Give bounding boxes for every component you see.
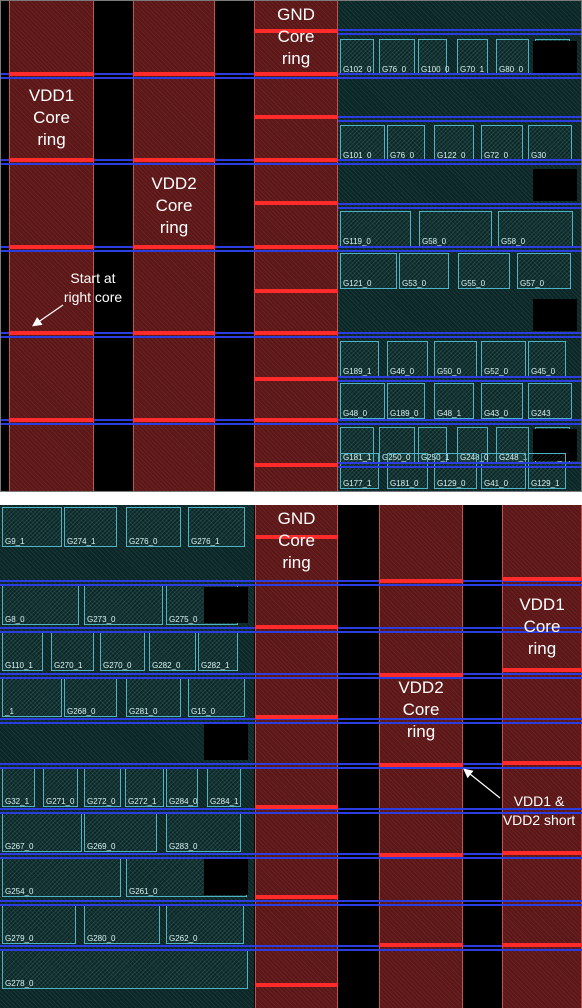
bottom-layout-panel: G9_1 G274_1 G276_0 G276_1 G8_0 G273_0 G275_0 G1… — [0, 505, 582, 1008]
start-arrow-icon — [1, 1, 582, 492]
short-arrow-icon — [0, 505, 582, 1008]
top-layout-panel: G102_0G76_0G100_0G70_1G80_0G8G101_0G76_0… — [0, 0, 582, 492]
